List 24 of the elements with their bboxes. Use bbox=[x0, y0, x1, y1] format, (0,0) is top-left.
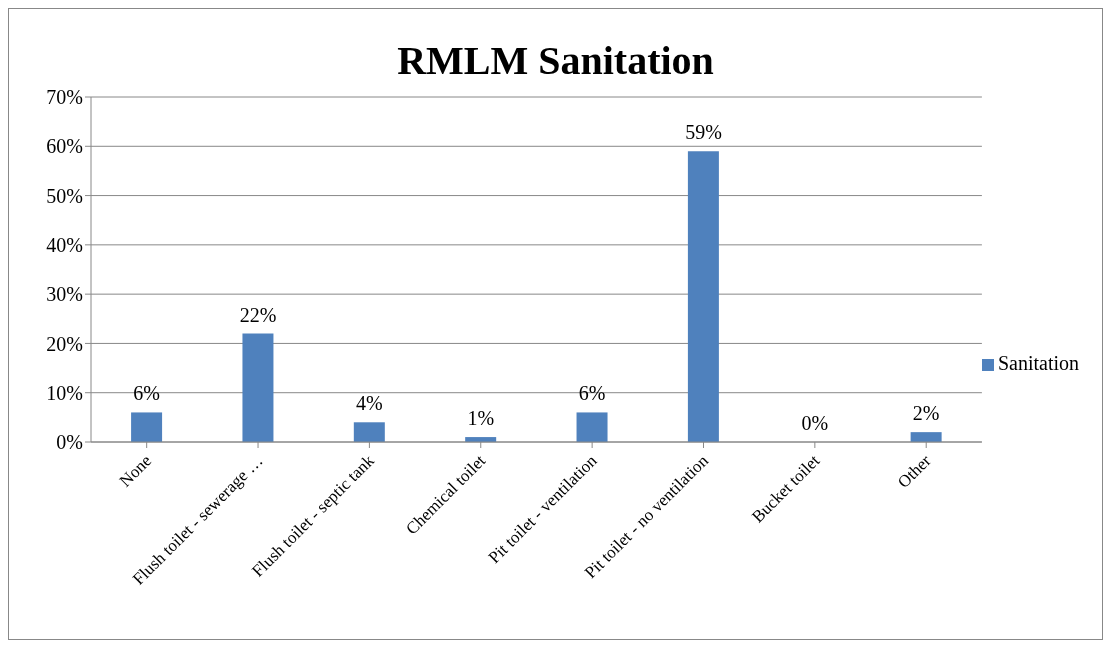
y-tick-label: 10% bbox=[46, 381, 83, 404]
text: 0% bbox=[801, 412, 829, 434]
y-tick-label: 20% bbox=[46, 332, 83, 355]
y-tick-label: 60% bbox=[46, 135, 83, 158]
y-tick-label: 40% bbox=[46, 233, 83, 256]
y-tick-label: 50% bbox=[46, 184, 83, 207]
y-tick-label: 70% bbox=[46, 86, 83, 109]
bar bbox=[242, 333, 274, 442]
y-tick-label: 0% bbox=[56, 431, 83, 454]
y-tick-label: 30% bbox=[46, 283, 83, 306]
bar bbox=[353, 422, 385, 442]
text: 6% bbox=[578, 382, 606, 405]
text: 4% bbox=[356, 392, 383, 415]
text: 6% bbox=[133, 382, 161, 405]
bar bbox=[576, 412, 608, 442]
bar bbox=[910, 432, 942, 442]
bar bbox=[687, 151, 719, 442]
bar bbox=[131, 412, 163, 442]
text: 2% bbox=[912, 402, 940, 425]
chart-title: RMLM Sanitation bbox=[397, 38, 714, 83]
text: 22% bbox=[239, 303, 277, 326]
legend-label: Sanitation bbox=[997, 351, 1079, 374]
text: 59% bbox=[685, 121, 722, 144]
text: 1% bbox=[467, 407, 495, 430]
